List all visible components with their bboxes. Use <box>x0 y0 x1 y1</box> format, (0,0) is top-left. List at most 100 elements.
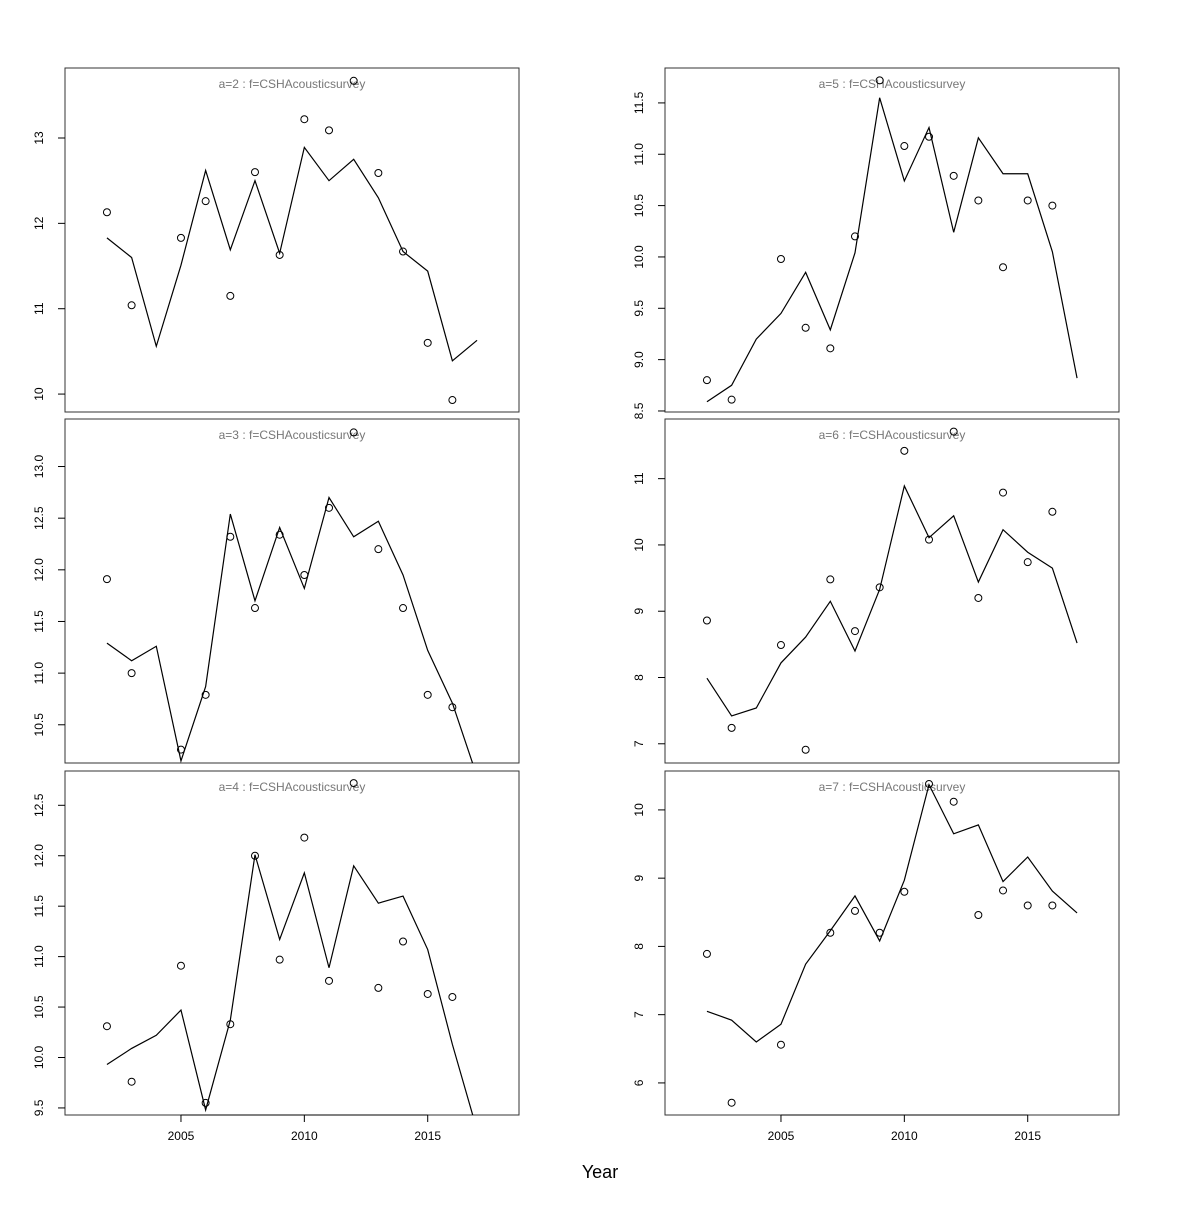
observed-point <box>399 604 408 613</box>
observed-point <box>275 530 284 539</box>
observed-point <box>1048 507 1057 516</box>
y-tick-label: 9.5 <box>32 1099 46 1116</box>
y-tick-label: 10 <box>632 803 646 817</box>
observed-point <box>949 427 958 436</box>
observed-point <box>900 142 909 151</box>
observed-point <box>374 545 383 554</box>
observed-point <box>325 976 334 985</box>
observed-point <box>999 886 1008 895</box>
y-tick-label: 13 <box>32 131 46 145</box>
x-tick-label: 2015 <box>414 1129 441 1143</box>
y-tick-label: 11.5 <box>32 895 46 918</box>
y-tick-label: 11.0 <box>632 143 646 166</box>
observed-point <box>102 1022 111 1031</box>
observed-point <box>900 446 909 455</box>
x-tick-label: 2015 <box>1014 1129 1041 1143</box>
observed-point <box>925 132 934 141</box>
observed-point <box>127 301 136 310</box>
y-tick-label: 13.0 <box>32 455 46 479</box>
y-tick-label: 8 <box>632 674 646 681</box>
observed-point <box>423 690 432 699</box>
fitted-line <box>706 782 1078 1043</box>
y-tick-label: 11 <box>32 302 46 315</box>
observed-point <box>1023 901 1032 910</box>
observed-point <box>702 616 711 625</box>
observed-point <box>702 949 711 958</box>
fitted-line <box>106 854 474 1115</box>
observed-point <box>776 254 785 263</box>
y-tick-label: 8 <box>632 943 646 950</box>
observed-point <box>399 247 408 256</box>
observed-point <box>250 168 259 177</box>
panel: a=4 : f=CSHAcousticsurvey 9.5 10.0 10.5 11.0… <box>32 770 520 1143</box>
plot-frame <box>64 770 520 1116</box>
y-tick-label: 7 <box>632 740 646 747</box>
y-tick-label: 10.5 <box>632 194 646 218</box>
panel-title: a=7 : f=CSHAcousticsurvey <box>819 780 966 794</box>
observed-point <box>349 428 358 437</box>
fitted-line <box>106 496 474 763</box>
observed-point <box>374 168 383 177</box>
observed-point <box>300 570 309 579</box>
panel: a=5 : f=CSHAcousticsurvey 8.5 9.0 9.5 10.0 10… <box>632 67 1120 419</box>
observed-point <box>226 532 235 541</box>
observed-point <box>1048 201 1057 210</box>
x-tick-label: 2005 <box>768 1129 795 1143</box>
observed-point <box>127 669 136 678</box>
observed-point <box>102 575 111 584</box>
panel-title: a=2 : f=CSHAcousticsurvey <box>219 77 366 91</box>
plot-frame <box>64 67 520 413</box>
observed-point <box>325 503 334 512</box>
observed-point <box>875 583 884 592</box>
observed-point <box>275 955 284 964</box>
observed-point <box>900 887 909 896</box>
y-tick-label: 10.5 <box>32 995 46 1019</box>
observed-point <box>875 928 884 937</box>
y-tick-label: 10.0 <box>32 1045 46 1069</box>
observed-point <box>423 989 432 998</box>
panel-title: a=4 : f=CSHAcousticsurvey <box>219 780 366 794</box>
observed-point <box>727 1098 736 1107</box>
observed-point <box>801 745 810 754</box>
y-tick-label: 11 <box>632 472 646 485</box>
y-tick-label: 10 <box>632 538 646 552</box>
y-tick-label: 11.0 <box>32 945 46 968</box>
plot-frame <box>664 770 1120 1116</box>
panel: a=2 : f=CSHAcousticsurvey 10 11 12 13 <box>32 67 520 413</box>
observed-point <box>826 344 835 353</box>
observed-point <box>250 604 259 613</box>
observed-point <box>925 535 934 544</box>
observed-point <box>999 488 1008 497</box>
observed-point <box>226 291 235 300</box>
observed-point <box>325 126 334 135</box>
y-tick-label: 12.0 <box>32 558 46 582</box>
observed-point <box>949 171 958 180</box>
fitted-line <box>106 145 478 362</box>
observed-point <box>925 779 934 788</box>
observed-point <box>974 911 983 920</box>
observed-point <box>826 928 835 937</box>
y-tick-label: 9.5 <box>632 300 646 317</box>
y-tick-label: 9 <box>632 875 646 882</box>
y-tick-label: 9.0 <box>632 351 646 368</box>
observed-point <box>176 233 185 242</box>
panel-title: a=3 : f=CSHAcousticsurvey <box>219 428 366 442</box>
observed-point <box>374 983 383 992</box>
y-tick-label: 10.5 <box>32 713 46 737</box>
observed-point <box>727 395 736 404</box>
observed-point <box>850 906 859 915</box>
observed-point <box>176 961 185 970</box>
observed-point <box>974 196 983 205</box>
observed-point <box>1023 196 1032 205</box>
panel-title: a=6 : f=CSHAcousticsurvey <box>819 428 966 442</box>
y-tick-label: 12.0 <box>32 844 46 868</box>
observed-point <box>1048 901 1057 910</box>
y-tick-label: 12.5 <box>32 793 46 817</box>
observed-point <box>850 232 859 241</box>
x-tick-label: 2010 <box>891 1129 918 1143</box>
panel-title: a=5 : f=CSHAcousticsurvey <box>819 77 966 91</box>
y-tick-label: 7 <box>632 1011 646 1018</box>
panel: a=3 : f=CSHAcousticsurvey 10.5 11.0 11.5 12.… <box>32 418 520 764</box>
observed-point <box>349 76 358 85</box>
